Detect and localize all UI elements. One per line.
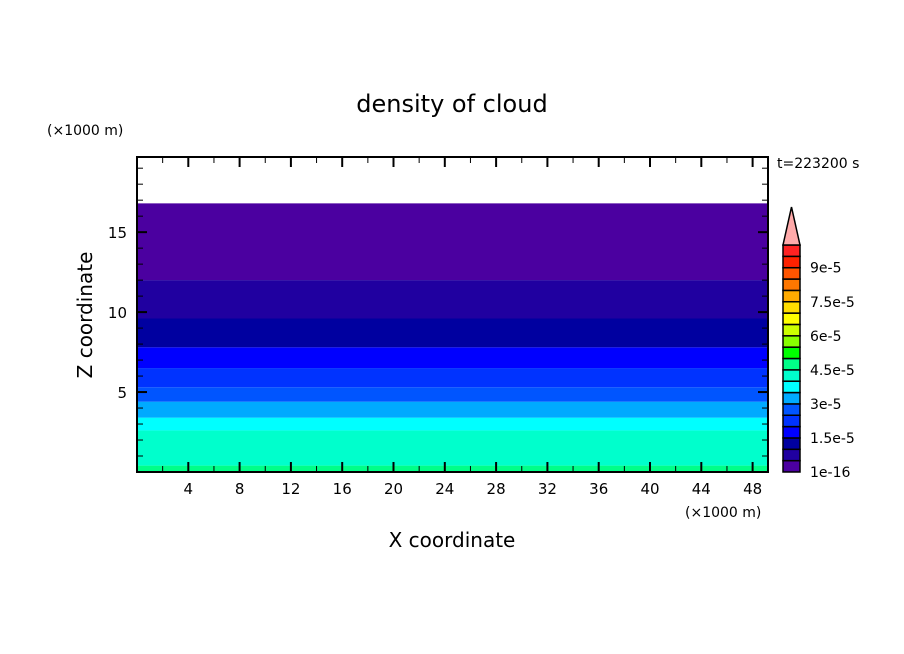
contour-band — [137, 430, 768, 466]
y-tick-label: 15 — [108, 224, 127, 242]
contour-band — [137, 203, 768, 281]
colorbar-swatch — [782, 278, 801, 292]
x-tick-label: 44 — [692, 480, 711, 498]
contour-band — [137, 387, 768, 402]
colorbar-swatch — [782, 391, 801, 405]
time-label: t=223200 s — [777, 156, 859, 172]
x-tick-label: 40 — [640, 480, 659, 498]
contour-band — [137, 280, 768, 319]
x-tick-label: 36 — [589, 480, 608, 498]
colorbar-tick-label: 4.5e-5 — [810, 363, 855, 379]
colorbar-swatch — [782, 289, 801, 303]
chart-title: density of cloud — [356, 90, 547, 118]
contour-band — [137, 318, 768, 348]
x-unit-label: (×1000 m) — [685, 505, 761, 521]
colorbar-swatch — [782, 437, 801, 451]
y-tick-label: 5 — [117, 384, 127, 402]
colorbar-tick-label: 7.5e-5 — [810, 295, 855, 311]
colorbar-swatch — [782, 425, 801, 439]
x-tick-label: 16 — [333, 480, 352, 498]
colorbar-swatch — [782, 448, 801, 462]
x-tick-label: 8 — [235, 480, 245, 498]
colorbar-swatch — [782, 459, 801, 473]
colorbar-swatch — [782, 335, 801, 348]
colorbar-swatch — [782, 403, 801, 416]
colorbar-swatch — [782, 369, 801, 382]
x-tick-label: 4 — [184, 480, 194, 498]
colorbar-swatch — [782, 357, 801, 371]
colorbar-tick-label: 6e-5 — [810, 329, 841, 345]
y-axis-label: Z coordinate — [73, 252, 97, 379]
x-tick-label: 24 — [435, 480, 454, 498]
contour-band — [137, 417, 768, 431]
colorbar-tick-label: 3e-5 — [810, 397, 841, 413]
contour-band — [137, 347, 768, 369]
y-tick-label: 10 — [108, 304, 127, 322]
colorbar-swatch — [782, 244, 801, 258]
contour-bands — [137, 203, 768, 472]
colorbar-swatch — [782, 346, 801, 360]
contour-band — [137, 401, 768, 418]
colorbar-swatch — [782, 312, 801, 326]
contour-band — [137, 465, 768, 472]
x-tick-label: 28 — [487, 480, 506, 498]
colorbar: 1e-16 1.5e-5 3e-5 4.5e-5 6e-5 7.5e-5 9e-5 — [782, 206, 855, 481]
colorbar-tick-label: 1.5e-5 — [810, 431, 855, 447]
colorbar-swatch — [782, 323, 801, 337]
colorbar-tick-label: 9e-5 — [810, 261, 841, 277]
colorbar-swatch — [782, 255, 801, 269]
colorbar-swatch — [782, 414, 801, 428]
x-tick-label: 32 — [538, 480, 557, 498]
y-unit-label: (×1000 m) — [47, 123, 123, 139]
colorbar-swatch — [782, 380, 801, 394]
plot-frame — [136, 156, 769, 473]
x-tick-label: 48 — [743, 480, 762, 498]
colorbar-swatch — [782, 266, 801, 280]
x-tick-label: 12 — [281, 480, 300, 498]
colorbar-swatch — [782, 301, 801, 314]
x-axis-label: X coordinate — [389, 528, 516, 552]
colorbar-extend-triangle — [782, 206, 801, 246]
colorbar-tick-label: 1e-16 — [810, 465, 850, 481]
x-tick-label: 20 — [384, 480, 403, 498]
contour-band — [137, 368, 768, 388]
